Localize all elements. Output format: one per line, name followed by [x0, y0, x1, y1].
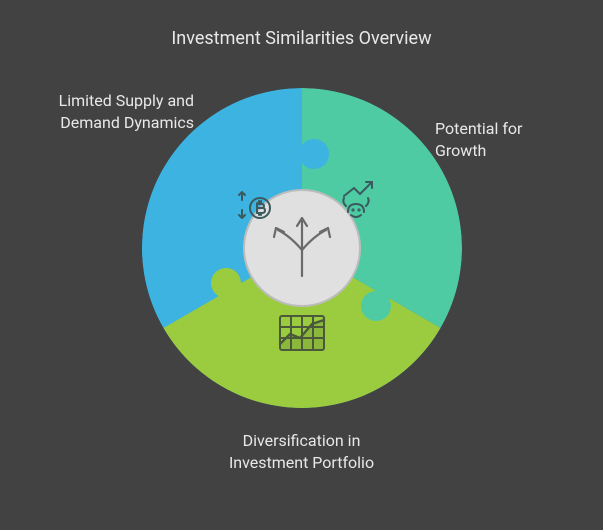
- puzzle-knob-top: [299, 139, 329, 169]
- page-title: Investment Similarities Overview: [0, 28, 603, 49]
- label-diversification: Diversification in Investment Portfolio: [0, 430, 603, 473]
- label-supply-demand: Limited Supply and Demand Dynamics: [44, 90, 194, 133]
- label-growth: Potential for Growth: [435, 118, 565, 161]
- puzzle-knob-right: [361, 291, 391, 321]
- puzzle-knob-left: [211, 268, 241, 298]
